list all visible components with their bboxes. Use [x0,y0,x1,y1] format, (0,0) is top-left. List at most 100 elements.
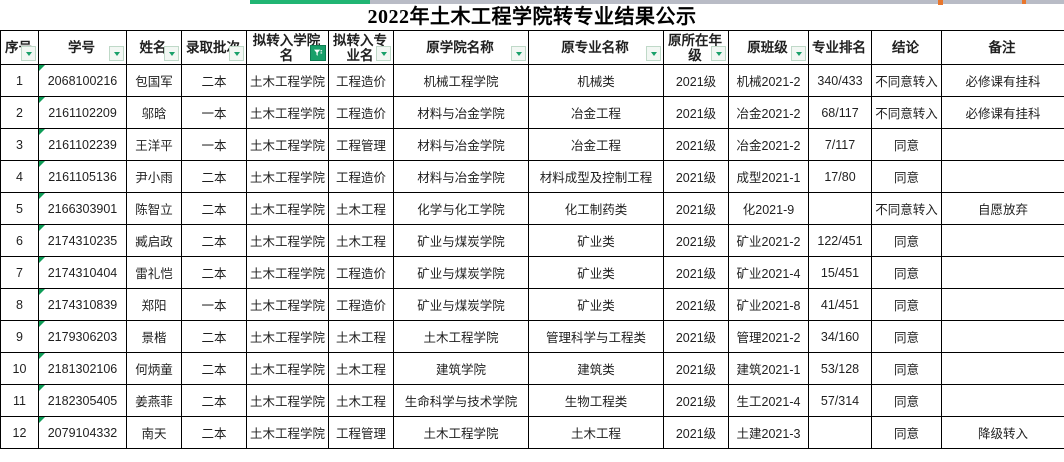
column-header-class[interactable]: 原班级 [728,30,809,65]
cell-remark[interactable] [941,288,1064,321]
cell-from_college[interactable]: 矿业与煤炭学院 [393,256,529,289]
cell-from_college[interactable]: 矿业与煤炭学院 [393,288,529,321]
column-header-from_college[interactable]: 原学院名称 [393,30,529,65]
cell-rank[interactable]: 7/117 [808,128,872,161]
cell-from_college[interactable]: 生命科学与技术学院 [393,384,529,417]
cell-seq[interactable]: 1 [0,64,39,97]
cell-name[interactable]: 郑阳 [126,288,182,321]
cell-student_id[interactable]: 2174310235 [38,224,127,257]
cell-class[interactable]: 矿业2021-4 [728,256,809,289]
table-row[interactable]: 6 2174310235 臧启政 二本 土木工程学院 土木工程 矿业与煤炭学院 矿业类 2021… [0,224,1064,257]
cell-from_major[interactable]: 矿业类 [528,256,664,289]
cell-batch[interactable]: 二本 [181,384,247,417]
cell-grade[interactable]: 2021级 [663,256,729,289]
cell-student_id[interactable]: 2174310404 [38,256,127,289]
table-row[interactable]: 5 2166303901 陈智立 二本 土木工程学院 土木工程 化学与化工学院 化工制药类 20… [0,192,1064,225]
cell-to_major[interactable]: 土木工程 [328,352,394,385]
cell-class[interactable]: 化2021-9 [728,192,809,225]
cell-student_id[interactable]: 2181302106 [38,352,127,385]
cell-to_major[interactable]: 土木工程 [328,320,394,353]
cell-result[interactable]: 同意 [871,416,942,449]
cell-to_major[interactable]: 工程管理 [328,416,394,449]
cell-to_major[interactable]: 土木工程 [328,224,394,257]
cell-remark[interactable] [941,160,1064,193]
cell-name[interactable]: 景楷 [126,320,182,353]
cell-from_major[interactable]: 材料成型及控制工程 [528,160,664,193]
cell-to_college[interactable]: 土木工程学院 [246,320,329,353]
cell-grade[interactable]: 2021级 [663,320,729,353]
cell-rank[interactable]: 68/117 [808,96,872,129]
cell-result[interactable]: 同意 [871,128,942,161]
table-row[interactable]: 11 2182305405 姜燕菲 二本 土木工程学院 土木工程 生命科学与技术学院 生物工程… [0,384,1064,417]
cell-student_id[interactable]: 2179306203 [38,320,127,353]
table-row[interactable]: 8 2174310839 郑阳 一本 土木工程学院 工程造价 矿业与煤炭学院 矿业类 2021级… [0,288,1064,321]
chevron-down-icon[interactable] [164,46,179,61]
cell-batch[interactable]: 二本 [181,192,247,225]
cell-seq[interactable]: 4 [0,160,39,193]
column-header-grade[interactable]: 原所在年级 [663,30,729,65]
cell-result[interactable]: 同意 [871,352,942,385]
chevron-down-icon[interactable] [21,46,36,61]
cell-rank[interactable]: 57/314 [808,384,872,417]
column-header-name[interactable]: 姓名 [126,30,182,65]
cell-from_major[interactable]: 矿业类 [528,224,664,257]
cell-name[interactable]: 包国军 [126,64,182,97]
cell-remark[interactable] [941,224,1064,257]
cell-grade[interactable]: 2021级 [663,288,729,321]
cell-class[interactable]: 冶金2021-2 [728,128,809,161]
cell-batch[interactable]: 一本 [181,96,247,129]
cell-batch[interactable]: 二本 [181,160,247,193]
cell-grade[interactable]: 2021级 [663,128,729,161]
cell-grade[interactable]: 2021级 [663,384,729,417]
cell-seq[interactable]: 3 [0,128,39,161]
cell-grade[interactable]: 2021级 [663,416,729,449]
cell-grade[interactable]: 2021级 [663,64,729,97]
cell-rank[interactable]: 34/160 [808,320,872,353]
cell-class[interactable]: 成型2021-1 [728,160,809,193]
chevron-down-icon[interactable] [229,46,244,61]
cell-name[interactable]: 雷礼恺 [126,256,182,289]
cell-to_major[interactable]: 工程造价 [328,256,394,289]
cell-to_major[interactable]: 工程造价 [328,96,394,129]
cell-result[interactable]: 同意 [871,224,942,257]
cell-to_college[interactable]: 土木工程学院 [246,288,329,321]
cell-from_major[interactable]: 冶金工程 [528,128,664,161]
cell-to_college[interactable]: 土木工程学院 [246,384,329,417]
column-header-batch[interactable]: 录取批次 [181,30,247,65]
cell-to_college[interactable]: 土木工程学院 [246,256,329,289]
cell-name[interactable]: 南天 [126,416,182,449]
cell-student_id[interactable]: 2068100216 [38,64,127,97]
cell-remark[interactable] [941,256,1064,289]
cell-from_major[interactable]: 矿业类 [528,288,664,321]
cell-name[interactable]: 尹小雨 [126,160,182,193]
column-header-to_college[interactable]: 拟转入学院名 [246,30,329,65]
cell-batch[interactable]: 二本 [181,416,247,449]
cell-seq[interactable]: 5 [0,192,39,225]
cell-batch[interactable]: 一本 [181,288,247,321]
cell-from_major[interactable]: 生物工程类 [528,384,664,417]
cell-from_college[interactable]: 建筑学院 [393,352,529,385]
cell-remark[interactable]: 降级转入 [941,416,1064,449]
cell-to_college[interactable]: 土木工程学院 [246,128,329,161]
cell-from_college[interactable]: 材料与冶金学院 [393,96,529,129]
cell-class[interactable]: 管理2021-2 [728,320,809,353]
cell-result[interactable]: 同意 [871,384,942,417]
cell-seq[interactable]: 9 [0,320,39,353]
chevron-down-icon[interactable] [511,46,526,61]
cell-rank[interactable]: 15/451 [808,256,872,289]
column-header-to_major[interactable]: 拟转入专业名 [328,30,394,65]
cell-name[interactable]: 姜燕菲 [126,384,182,417]
cell-to_major[interactable]: 土木工程 [328,384,394,417]
cell-to_major[interactable]: 工程管理 [328,128,394,161]
cell-from_major[interactable]: 冶金工程 [528,96,664,129]
cell-class[interactable]: 矿业2021-2 [728,224,809,257]
cell-result[interactable]: 不同意转入 [871,192,942,225]
cell-batch[interactable]: 二本 [181,256,247,289]
cell-from_major[interactable]: 土木工程 [528,416,664,449]
funnel-filter-icon[interactable] [310,45,326,61]
cell-result[interactable]: 不同意转入 [871,96,942,129]
cell-grade[interactable]: 2021级 [663,352,729,385]
column-header-result[interactable]: 结论 [871,30,942,65]
cell-seq[interactable]: 11 [0,384,39,417]
cell-student_id[interactable]: 2161102239 [38,128,127,161]
